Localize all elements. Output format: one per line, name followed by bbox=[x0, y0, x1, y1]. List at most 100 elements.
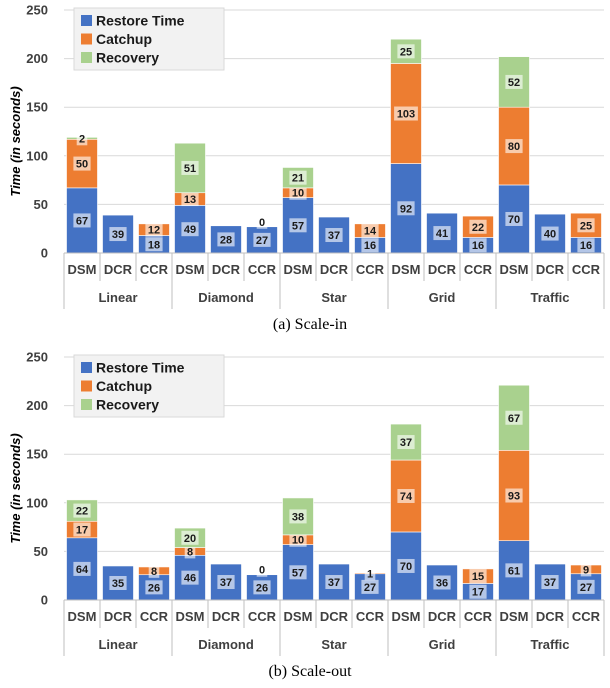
y-tick-label: 100 bbox=[26, 148, 48, 163]
x-tick-label: CCR bbox=[356, 262, 385, 277]
data-label-bg bbox=[361, 579, 379, 594]
data-label-bg bbox=[397, 435, 415, 450]
chart-caption: (a) Scale-in bbox=[273, 316, 347, 333]
data-label-bg bbox=[397, 201, 415, 216]
data-label: 103 bbox=[397, 109, 415, 121]
data-label: 51 bbox=[184, 163, 196, 175]
data-label-bg bbox=[73, 213, 91, 228]
x-tick-label: DSM bbox=[176, 609, 205, 624]
data-label-bg bbox=[73, 561, 91, 576]
y-tick-label: 150 bbox=[26, 447, 48, 462]
x-tick-label: DCR bbox=[104, 609, 133, 624]
legend-entry: Recovery bbox=[96, 397, 159, 413]
y-tick-label: 250 bbox=[26, 3, 48, 18]
data-label-bg bbox=[397, 44, 415, 59]
data-label: 61 bbox=[508, 565, 520, 577]
data-label: 17 bbox=[472, 587, 484, 599]
x-tick-label: DSM bbox=[500, 609, 529, 624]
x-tick-label: CCR bbox=[464, 609, 493, 624]
legend-entry: Restore Time bbox=[96, 360, 185, 376]
data-label: 39 bbox=[112, 229, 124, 241]
data-label-bg bbox=[181, 160, 199, 175]
data-label-bg bbox=[394, 106, 418, 121]
legend-entry: Catchup bbox=[96, 378, 152, 394]
data-label-bg bbox=[580, 562, 592, 577]
data-label-bg bbox=[253, 232, 271, 247]
y-tick-label: 150 bbox=[26, 100, 48, 115]
data-label-bg bbox=[505, 74, 523, 89]
x-tick-label: DCR bbox=[428, 609, 457, 624]
y-tick-label: 50 bbox=[34, 544, 48, 559]
data-label: 41 bbox=[436, 228, 448, 240]
x-tick-label: CCR bbox=[356, 609, 385, 624]
data-label-bg bbox=[289, 185, 307, 200]
data-label: 17 bbox=[76, 525, 88, 537]
x-tick-label: DSM bbox=[284, 262, 313, 277]
data-label-bg bbox=[397, 488, 415, 503]
group-label: Traffic bbox=[530, 290, 569, 305]
data-label: 0 bbox=[259, 217, 265, 229]
x-tick-label: CCR bbox=[248, 609, 277, 624]
data-label: 14 bbox=[364, 226, 377, 238]
data-label-bg bbox=[217, 575, 235, 590]
group-label: Linear bbox=[98, 637, 137, 652]
x-tick-label: CCR bbox=[572, 609, 601, 624]
data-label: 26 bbox=[256, 582, 268, 594]
data-label-bg bbox=[73, 503, 91, 518]
x-tick-label: DSM bbox=[68, 262, 97, 277]
chart-caption: (b) Scale-out bbox=[268, 663, 352, 680]
y-tick-label: 0 bbox=[41, 593, 48, 608]
data-label: 80 bbox=[508, 141, 520, 153]
data-label-bg bbox=[181, 192, 199, 207]
x-tick-label: DCR bbox=[104, 262, 133, 277]
x-tick-label: CCR bbox=[140, 262, 169, 277]
data-label-bg bbox=[541, 226, 559, 241]
data-label: 52 bbox=[508, 77, 520, 89]
x-tick-label: DCR bbox=[320, 262, 349, 277]
data-label-bg bbox=[397, 558, 415, 573]
y-tick-label: 100 bbox=[26, 495, 48, 510]
data-label-bg bbox=[577, 238, 595, 253]
group-label: Star bbox=[321, 290, 346, 305]
data-label-bg bbox=[289, 170, 307, 185]
y-tick-label: 200 bbox=[26, 398, 48, 413]
data-label-bg bbox=[541, 575, 559, 590]
legend-entry: Restore Time bbox=[96, 13, 185, 29]
legend-swatch bbox=[81, 15, 92, 26]
data-label-bg bbox=[145, 222, 163, 237]
data-label: 2 bbox=[79, 133, 85, 145]
data-label: 57 bbox=[292, 567, 304, 579]
data-label: 38 bbox=[292, 511, 304, 523]
data-label: 37 bbox=[400, 437, 412, 449]
data-label: 49 bbox=[184, 224, 196, 236]
data-label-bg bbox=[505, 410, 523, 425]
x-tick-label: CCR bbox=[248, 262, 277, 277]
data-label-bg bbox=[505, 563, 523, 578]
data-label-bg bbox=[289, 532, 307, 547]
x-tick-label: DSM bbox=[176, 262, 205, 277]
data-label-bg bbox=[73, 156, 91, 171]
data-label: 37 bbox=[328, 577, 340, 589]
data-label: 12 bbox=[148, 225, 160, 237]
data-label: 74 bbox=[400, 491, 413, 503]
data-label: 10 bbox=[292, 188, 304, 200]
legend-swatch bbox=[81, 362, 92, 373]
data-label-bg bbox=[256, 562, 268, 577]
data-label-bg bbox=[577, 218, 595, 233]
data-label: 21 bbox=[292, 173, 304, 185]
data-label-bg bbox=[256, 214, 268, 229]
data-label-bg bbox=[469, 219, 487, 234]
legend-entry: Recovery bbox=[96, 50, 159, 66]
data-label-bg bbox=[76, 131, 88, 146]
data-label: 25 bbox=[400, 46, 412, 58]
data-label-bg bbox=[325, 228, 343, 243]
legend-swatch bbox=[81, 33, 92, 45]
data-label: 16 bbox=[364, 240, 376, 252]
x-tick-label: DCR bbox=[428, 262, 457, 277]
x-tick-label: DSM bbox=[500, 262, 529, 277]
data-label: 8 bbox=[187, 546, 193, 558]
data-label-bg bbox=[577, 579, 595, 594]
group-label: Linear bbox=[98, 290, 137, 305]
data-label: 9 bbox=[583, 564, 589, 576]
